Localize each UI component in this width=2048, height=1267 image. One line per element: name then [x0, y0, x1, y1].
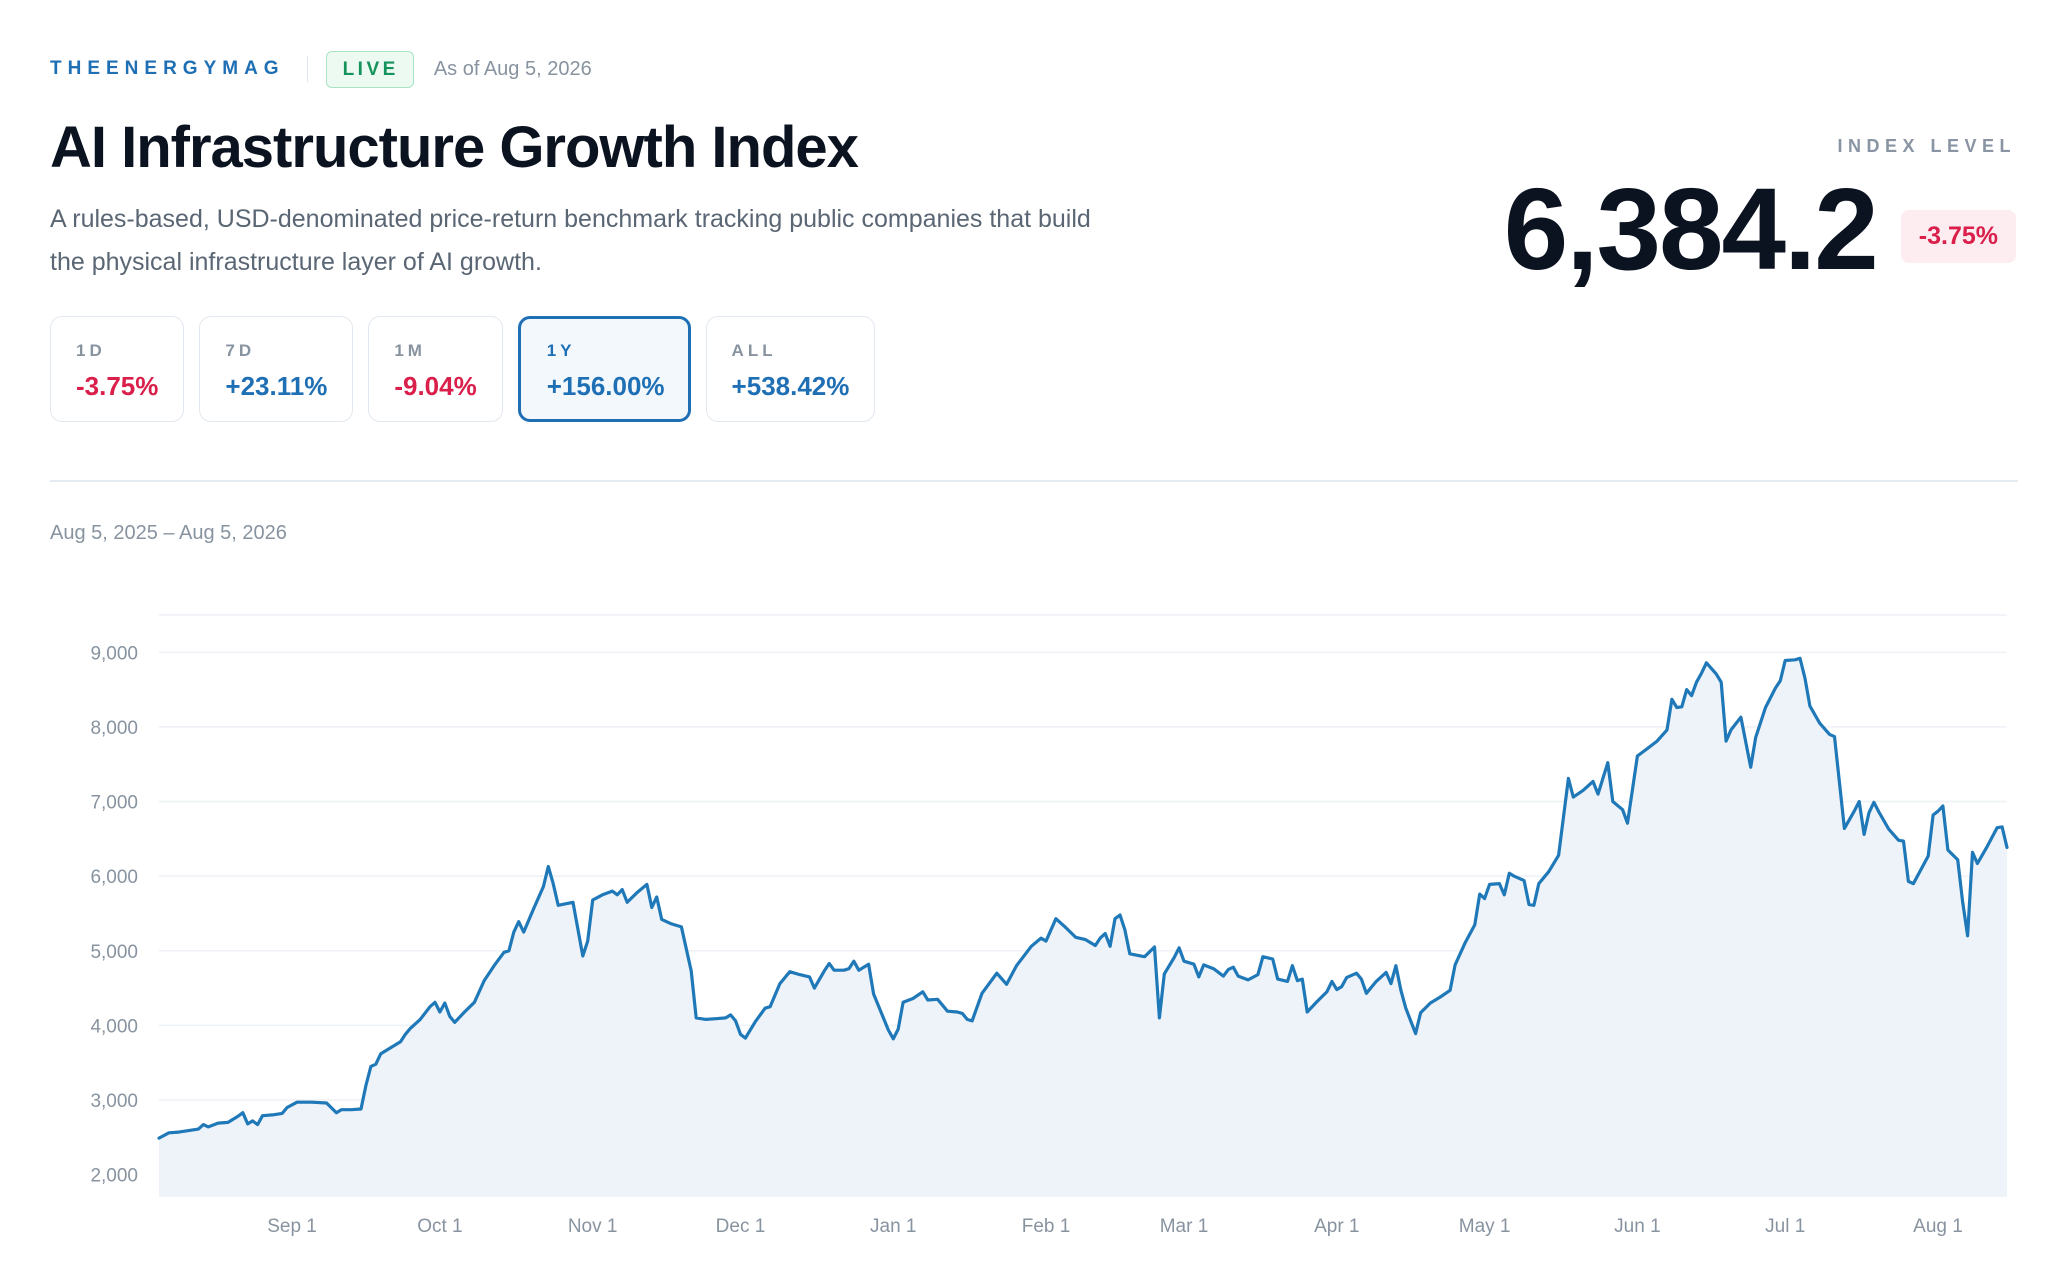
- y-tick-label: 4,000: [90, 1016, 138, 1037]
- index-level: 6,384.2 -3.75%: [1504, 164, 2016, 294]
- period-tab-1m[interactable]: 1M -9.04%: [368, 316, 503, 422]
- period-change: -3.75%: [76, 371, 159, 401]
- period-tab-7d[interactable]: 7D +23.11%: [199, 316, 354, 422]
- x-tick-label: Feb 1: [1022, 1216, 1071, 1237]
- period-label: ALL: [731, 341, 777, 360]
- y-tick-label: 6,000: [90, 867, 138, 888]
- series-line: [157, 656, 2009, 1140]
- x-tick-label: Nov 1: [568, 1216, 618, 1237]
- period-tab-all[interactable]: ALL +538.42%: [705, 316, 876, 422]
- index-value: 6,384.2: [1503, 164, 1879, 294]
- y-tick-label: 7,000: [90, 793, 138, 814]
- period-selector: 1D -3.75% 7D +23.11% 1M -9.04% 1Y +156.00% ALL +5…: [50, 316, 876, 422]
- page-title: AI Infrastructure Growth Index: [50, 115, 859, 180]
- period-label: 1M: [394, 341, 426, 360]
- index-chart[interactable]: 2,000 3,000 4,000 5,000 6,000 7,000 8,000 9,000…: [0, 560, 2048, 1267]
- index-change-badge: -3.75%: [1900, 209, 2016, 263]
- period-tab-1d[interactable]: 1D -3.75%: [50, 316, 185, 422]
- series-area: [159, 658, 2007, 1197]
- x-tick-label: Sep 1: [267, 1216, 317, 1237]
- period-change: +538.42%: [731, 371, 850, 401]
- x-tick-label: Aug 1: [1913, 1216, 1963, 1237]
- brand-name[interactable]: THEENERGYMAG: [50, 58, 285, 79]
- header-divider: [306, 56, 308, 82]
- period-label: 1Y: [546, 341, 576, 360]
- period-label: 1D: [76, 341, 106, 360]
- live-badge: LIVE: [325, 50, 414, 88]
- x-tick-label: Apr 1: [1314, 1216, 1359, 1237]
- chart-date-range: Aug 5, 2025 – Aug 5, 2026: [50, 522, 287, 544]
- x-tick-label: May 1: [1459, 1216, 1511, 1237]
- y-tick-label: 2,000: [90, 1166, 138, 1187]
- x-tick-label: Oct 1: [417, 1216, 462, 1237]
- y-tick-label: 3,000: [90, 1091, 138, 1112]
- period-change: +156.00%: [546, 371, 665, 401]
- period-change: +23.11%: [225, 371, 328, 401]
- y-tick-label: 5,000: [90, 942, 138, 963]
- y-tick-label: 9,000: [90, 643, 138, 664]
- page-subtitle: A rules-based, USD-denominated price-ret…: [50, 205, 1091, 276]
- x-tick-label: Mar 1: [1160, 1216, 1209, 1237]
- period-label: 7D: [225, 341, 256, 360]
- x-tick-label: Dec 1: [716, 1216, 766, 1237]
- period-tab-1y[interactable]: 1Y +156.00%: [517, 316, 691, 422]
- x-tick-label: Jun 1: [1614, 1216, 1660, 1237]
- index-level-label: INDEX LEVEL: [1837, 136, 2016, 156]
- period-change: -9.04%: [394, 371, 477, 401]
- section-divider: [50, 480, 2018, 482]
- top-bar: THEENERGYMAG LIVE As of Aug 5, 2026: [50, 50, 592, 88]
- x-tick-label: Jul 1: [1765, 1216, 1805, 1237]
- as-of-date: As of Aug 5, 2026: [433, 57, 592, 80]
- x-tick-label: Jan 1: [870, 1216, 916, 1237]
- y-tick-label: 8,000: [90, 718, 138, 739]
